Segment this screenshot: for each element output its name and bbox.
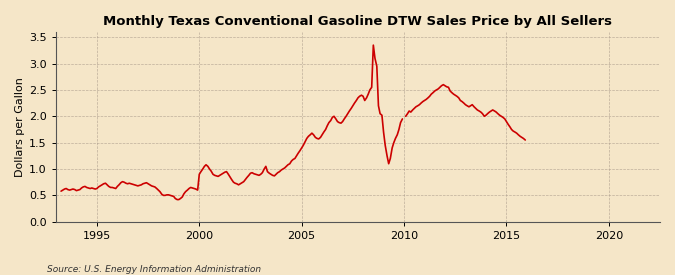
Title: Monthly Texas Conventional Gasoline DTW Sales Price by All Sellers: Monthly Texas Conventional Gasoline DTW … — [103, 15, 612, 28]
Y-axis label: Dollars per Gallon: Dollars per Gallon — [15, 77, 25, 177]
Text: Source: U.S. Energy Information Administration: Source: U.S. Energy Information Administ… — [47, 265, 261, 274]
